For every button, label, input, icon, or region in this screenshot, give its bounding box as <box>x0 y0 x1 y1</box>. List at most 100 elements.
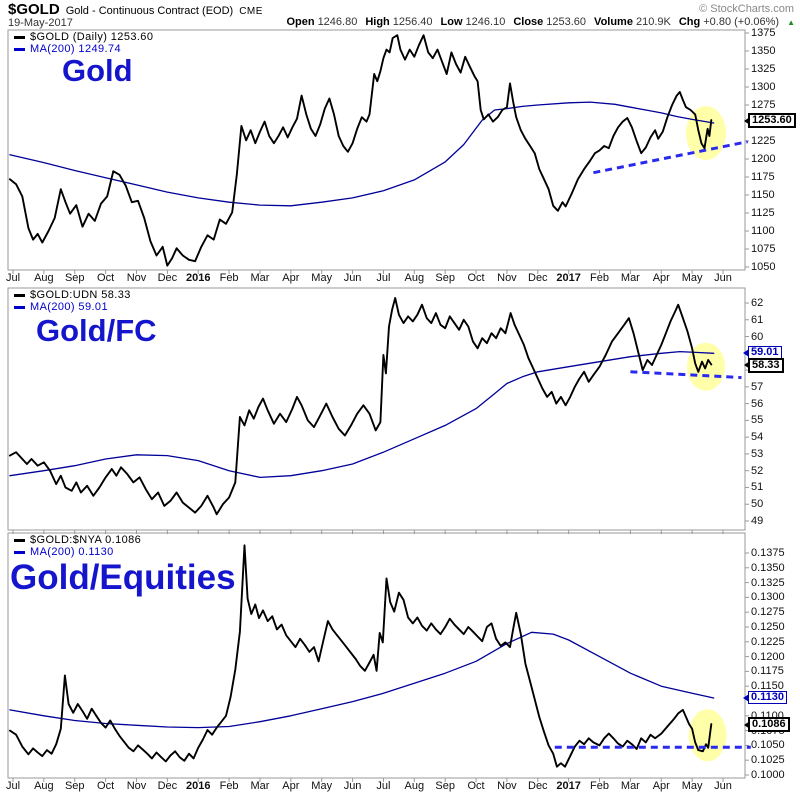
gold-x-axis-label: Aug <box>34 272 54 284</box>
black-line-swatch-icon <box>14 538 25 542</box>
gold-equities-x-axis-label: Nov <box>126 780 147 792</box>
gold-plot-border <box>7 29 746 271</box>
gold-equities-annotation: Gold/Equities <box>10 558 236 597</box>
gold-annotation: Gold <box>62 53 133 88</box>
quote-close: Close 1253.60 <box>513 16 586 28</box>
gold-x-axis-label: Oct <box>467 272 485 284</box>
gold-fc-legend-symbol-label: $GOLD:UDN 58.33 <box>30 289 131 301</box>
gold-x-axis-label: 2017 <box>556 272 581 284</box>
gold-equities-y-tick-label: 0.1200 <box>751 650 785 663</box>
gold-equities-x-axis-label: May <box>311 780 333 792</box>
gold-y-tick-label: 1175 <box>751 171 775 183</box>
gold-equities-x-axis-label: Apr <box>282 780 300 792</box>
gold-y-tick-label: 1125 <box>751 207 775 219</box>
gold-x-axis-label: Feb <box>219 272 239 284</box>
gold-fc-annotation: Gold/FC <box>36 313 157 348</box>
gold-y-tick-label: 1075 <box>751 243 776 255</box>
gold-equities-ma-line <box>9 631 715 729</box>
gold-x-axis-label: Jun <box>343 272 362 284</box>
blue-line-swatch-icon <box>14 550 25 554</box>
quote-label: High <box>365 16 390 28</box>
blue-line-swatch-icon <box>14 47 25 51</box>
gold-equities-x-axis-label: Jul <box>376 780 391 792</box>
quote-value: +0.80 (+0.06%) <box>703 16 780 28</box>
gold-x-axis-label: Jul <box>376 272 391 284</box>
gold-x-axis-label: May <box>681 272 703 284</box>
gold-equities-y-tick-label: 0.1275 <box>751 606 785 619</box>
quote-high: High 1256.40 <box>365 16 432 28</box>
gold-x-axis-label: Apr <box>282 272 300 284</box>
quote-value: 1246.80 <box>317 16 358 28</box>
gold-y-tick-label: 1100 <box>751 225 775 237</box>
gold-equities-x-axis-label: Oct <box>97 780 115 792</box>
gold-x-axis-label: Mar <box>620 272 640 284</box>
gold-equities-x-axis-label: 2016 <box>185 780 211 792</box>
gold-equities-ma-price-box: 0.1130 <box>748 691 788 705</box>
gold-x-axis-label: Jul <box>5 272 21 284</box>
gold-equities-legend-symbol-label: $GOLD:$NYA 0.1086 <box>30 534 142 546</box>
gold-fc-close-price-box: 58.33 <box>748 357 784 373</box>
quote-label: Close <box>513 16 544 28</box>
quote-value: 1253.60 <box>546 16 587 28</box>
gold-equities-x-axis-label: Sep <box>435 780 455 792</box>
gold-equities-y-tick-label: 0.1225 <box>751 635 785 648</box>
gold-equities-x-axis-label: Apr <box>652 780 670 792</box>
gold-equities-x-axis-label: Nov <box>497 780 517 792</box>
quote-value: 210.9K <box>635 16 671 28</box>
ticker-symbol: $GOLD <box>8 1 60 18</box>
gold-price-line <box>8 34 713 267</box>
quote-open: Open 1246.80 <box>286 16 357 28</box>
ohlc-quote-bar: Open 1246.80 High 1256.40 Low 1246.10 Close 125… <box>286 16 795 28</box>
gold-x-axis-label: 2016 <box>185 272 211 284</box>
gold-x-axis-label: Jun <box>714 272 732 284</box>
gold-legend-ma-label: MA(200) 1249.74 <box>30 43 121 55</box>
gold-legend-symbol-label: $GOLD (Daily) 1253.60 <box>30 31 154 43</box>
gold-equities-y-tick-label: 0.1000 <box>751 769 785 781</box>
gold-x-axis-label: Oct <box>97 272 115 284</box>
gold-fc-price-line <box>8 297 713 516</box>
gold-x-axis-label: Mar <box>250 272 270 284</box>
gold-fc-y-tick-label: 50 <box>751 498 764 511</box>
gold-x-axis-label: Aug <box>404 272 425 284</box>
gold-close-price-box: 1253.60 <box>748 113 796 129</box>
gold-y-tick-label: 1350 <box>751 45 776 57</box>
gold-y-tick-label: 1200 <box>751 153 776 165</box>
gold-equities-x-axis-label: Mar <box>620 780 640 792</box>
gold-equities-x-axis-label: Feb <box>219 780 239 792</box>
gold-trendline <box>593 140 748 175</box>
gold-equities-x-axis-label: 2017 <box>556 780 581 792</box>
gold-y-tick-label: 1225 <box>751 135 776 147</box>
gold-y-tick-label: 1150 <box>751 189 775 201</box>
gold-equities-x-axis-label: Sep <box>64 780 85 792</box>
gold-equities-legend-symbol: $GOLD:$NYA 0.1086 <box>14 534 141 546</box>
exchange-label: CME <box>239 6 263 17</box>
quote-volume: Volume 210.9K <box>594 16 671 28</box>
gold-equities-x-axis-label: Oct <box>467 780 485 792</box>
copyright-label: © StockCharts.com <box>699 3 794 15</box>
gold-fc-y-tick-label: 62 <box>751 297 764 309</box>
quote-label: Chg <box>678 16 701 28</box>
ticker-description: Gold - Continuous Contract (EOD) <box>65 5 234 17</box>
gold-x-axis-label: Dec <box>528 272 548 284</box>
gold-y-tick-label: 1275 <box>751 99 776 111</box>
gold-fc-plot-border <box>7 287 746 531</box>
gold-fc-y-tick-label: 55 <box>751 414 764 427</box>
gold-equities-x-axis-label: May <box>681 780 703 792</box>
gold-fc-y-tick-label: 61 <box>751 313 764 326</box>
gold-x-axis-label: Feb <box>590 272 609 284</box>
gold-y-tick-label: 1050 <box>751 261 776 273</box>
quote-value: 1256.40 <box>392 16 433 28</box>
gold-fc-y-tick-label: 49 <box>751 515 764 527</box>
gold-y-tick-label: 1325 <box>751 63 776 75</box>
gold-equities-y-tick-label: 0.1350 <box>751 561 785 574</box>
gold-fc-y-tick-label: 54 <box>751 431 764 444</box>
gold-ma-line <box>9 101 715 207</box>
gold-fc-legend-ma-label: MA(200) 59.01 <box>30 301 108 313</box>
quote-label: Open <box>286 16 315 28</box>
gold-equities-plot-border <box>7 532 746 779</box>
quote-low: Low 1246.10 <box>441 16 506 28</box>
gold-x-axis-label: Apr <box>652 272 670 284</box>
gold-equities-x-axis-label: Feb <box>590 780 609 792</box>
gold-equities-x-axis-label: Dec <box>528 780 548 792</box>
